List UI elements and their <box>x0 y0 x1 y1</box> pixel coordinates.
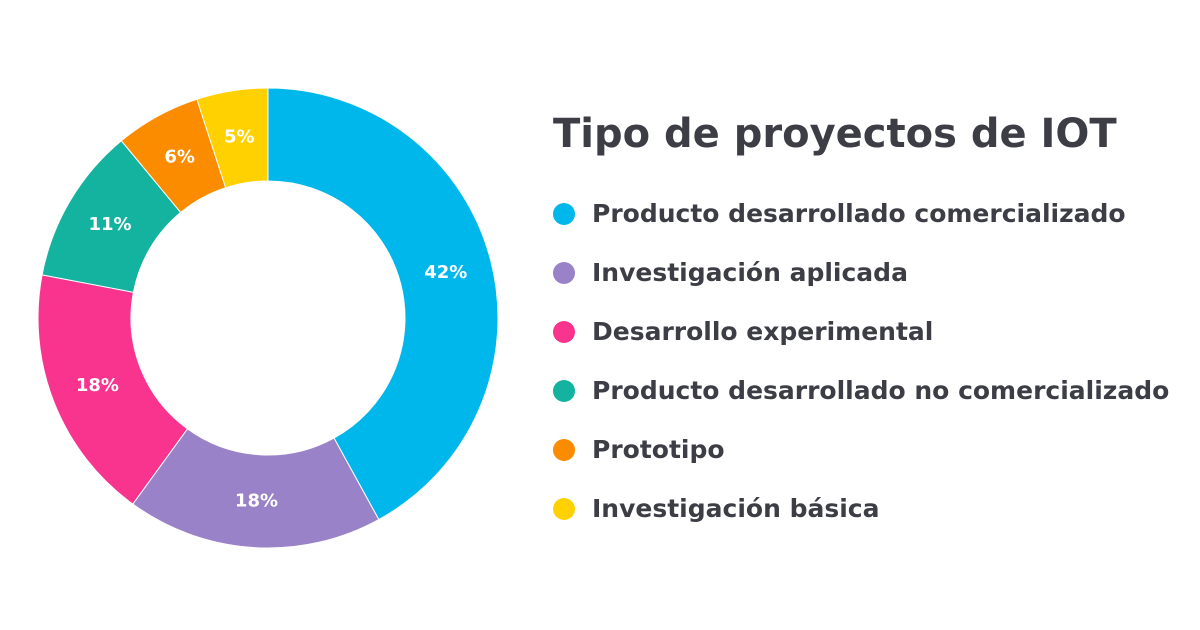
donut-slice-labels: 42% 18% 18% 11% 6% 5% <box>76 126 467 511</box>
slice-value-label: 6% <box>164 147 195 168</box>
donut-slice-investigacion-aplicada <box>132 428 380 549</box>
legend-label: Investigación básica <box>592 494 880 523</box>
legend-list: Producto desarrollado comercializado Inve… <box>553 184 1193 538</box>
legend-label: Investigación aplicada <box>592 258 908 287</box>
legend: Tipo de proyectos de IOT Producto desarr… <box>553 108 1193 538</box>
chart-title: Tipo de proyectos de IOT <box>553 111 1117 157</box>
legend-item: Prototipo <box>553 420 1193 479</box>
legend-color-dot-icon <box>553 438 575 461</box>
legend-color-dot-icon <box>553 202 575 225</box>
slice-value-label: 42% <box>424 262 467 283</box>
legend-color-dot-icon <box>553 497 575 520</box>
legend-item: Desarrollo experimental <box>553 302 1193 361</box>
legend-label: Desarrollo experimental <box>592 317 934 346</box>
legend-label: Prototipo <box>592 435 725 464</box>
legend-color-dot-icon <box>553 320 575 343</box>
donut-slice-investigacion-basica <box>196 87 269 189</box>
slice-value-label: 11% <box>89 214 132 235</box>
legend-item: Investigación aplicada <box>553 243 1193 302</box>
slice-value-label: 5% <box>224 126 255 147</box>
donut-slices <box>37 87 499 549</box>
donut-slice-desarrollo-experimental <box>37 274 189 505</box>
slice-value-label: 18% <box>76 375 119 396</box>
legend-color-dot-icon <box>553 379 575 402</box>
legend-item: Producto desarrollado comercializado <box>553 184 1193 243</box>
legend-label: Producto desarrollado comercializado <box>592 199 1126 228</box>
legend-color-dot-icon <box>553 261 575 284</box>
legend-item: Investigación básica <box>553 479 1193 538</box>
legend-item: Producto desarrollado no comercializado <box>553 361 1193 420</box>
donut-slice-producto-desarrollado-comercializado <box>267 87 499 521</box>
slice-value-label: 18% <box>235 491 278 512</box>
legend-label: Producto desarrollado no comercializado <box>592 376 1170 405</box>
